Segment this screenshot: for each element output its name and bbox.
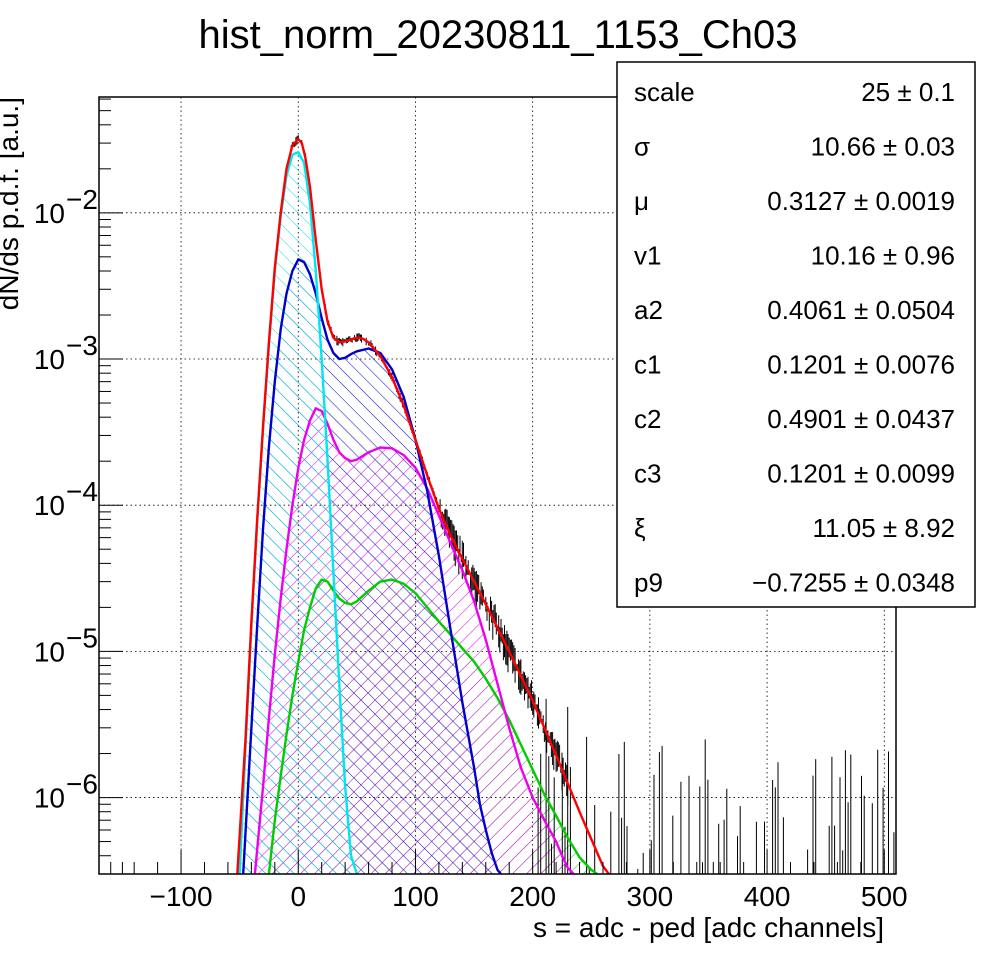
y-tick-label: 10 (34, 344, 65, 375)
fit-param-value: 25 ± 0.1 (861, 77, 955, 107)
x-tick-label: 0 (290, 881, 306, 912)
fit-param-value: 0.3127 ± 0.0019 (767, 186, 955, 216)
curve-2-pe-component (253, 407, 575, 874)
y-tick-exponent: −2 (66, 184, 98, 215)
fit-param-name: c3 (634, 459, 661, 489)
fit-param-name: c2 (634, 404, 661, 434)
y-axis-label: dN/ds p.d.f. [a.u.] (0, 97, 24, 310)
curve-total-fit (236, 137, 610, 874)
curve-3-pe-component (267, 578, 598, 874)
y-tick-exponent: −3 (66, 330, 98, 361)
fit-param-name: a2 (634, 295, 663, 325)
fit-param-value: 0.4901 ± 0.0437 (767, 404, 955, 434)
fit-param-name: scale (634, 77, 695, 107)
y-tick-exponent: −5 (66, 622, 98, 653)
fit-param-name: σ (634, 132, 650, 162)
fit-param-value: −0.7255 ± 0.0348 (752, 568, 955, 598)
fit-curves (236, 137, 610, 874)
fit-param-value: 0.1201 ± 0.0076 (767, 350, 955, 380)
fit-parameters-frame (616, 61, 976, 608)
component-fills (239, 152, 598, 874)
x-tick-label: −100 (150, 881, 213, 912)
y-tick-label: 10 (34, 490, 65, 521)
component-fill-pedestal-component (239, 152, 357, 874)
fit-param-value: 10.66 ± 0.03 (811, 132, 955, 162)
fit-param-name: v1 (634, 241, 661, 271)
x-tick-label: 300 (627, 881, 674, 912)
x-tick-label: 200 (509, 881, 556, 912)
fit-param-value: 0.1201 ± 0.0099 (767, 459, 955, 489)
y-tick-label: 10 (34, 783, 65, 814)
fit-param-name: c1 (634, 350, 661, 380)
y-tick-labels: 10−610−510−410−310−2 (34, 184, 98, 814)
fit-parameters-box: scale 25 ± 0.1 σ 10.66 ± 0.03 μ 0.3127 ± 0.00… (616, 61, 976, 608)
fit-param-value: 0.4061 ± 0.0504 (767, 295, 955, 325)
fit-param-name: p9 (634, 568, 663, 598)
y-tick-label: 10 (34, 198, 65, 229)
x-tick-labels: −100 0 100 200 300 400 500 (150, 881, 908, 912)
x-tick-label: 400 (744, 881, 791, 912)
x-tick-label: 100 (392, 881, 439, 912)
fit-param-name: μ (634, 186, 649, 216)
fit-param-value: 11.05 ± 8.92 (813, 513, 955, 543)
fit-param-name: ξ (634, 513, 646, 543)
x-axis-label: s = adc - ped [adc channels] (533, 912, 884, 943)
x-tick-label: 500 (861, 881, 908, 912)
curve-1-pe-component (242, 258, 502, 874)
y-tick-label: 10 (34, 636, 65, 667)
axis-ticks (99, 98, 885, 875)
y-tick-exponent: −6 (66, 769, 98, 800)
y-tick-exponent: −4 (66, 476, 98, 507)
chart-title: hist_norm_20230811_1153_Ch03 (198, 13, 797, 57)
fit-param-value: 10.16 ± 0.96 (811, 241, 955, 271)
